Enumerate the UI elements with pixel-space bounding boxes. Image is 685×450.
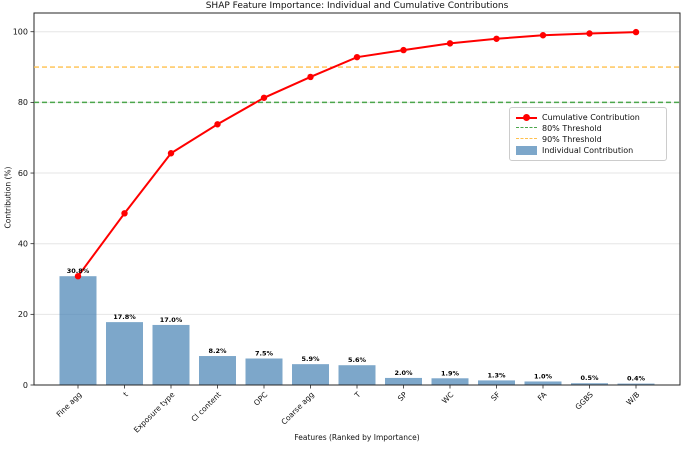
y-tick-label: 60: [18, 169, 28, 178]
x-tick-label: Coarse agg: [279, 390, 316, 427]
bar-individual-contribution: [106, 322, 143, 385]
legend-swatch-part: [516, 146, 537, 155]
y-axis-label: Contribution (%): [3, 166, 13, 229]
legend-dashed-line-icon: [516, 135, 537, 144]
legend-entry: Individual Contribution: [516, 145, 660, 156]
legend-entry: Cumulative Contribution: [516, 112, 660, 123]
bar-individual-contribution: [338, 365, 376, 385]
cumulative-marker: [167, 150, 175, 157]
cumulative-marker: [214, 121, 221, 128]
legend-entry-label: Cumulative Contribution: [542, 113, 640, 122]
legend-swatch-part: [516, 127, 537, 128]
bar-individual-contribution: [617, 383, 655, 385]
bar-individual-contribution: [245, 358, 283, 385]
chart-title: SHAP Feature Importance: Individual and …: [205, 1, 509, 11]
bar-individual-contribution: [152, 324, 190, 385]
cumulative-marker: [400, 46, 407, 54]
cumulative-marker: [307, 73, 314, 81]
cumulative-marker: [121, 210, 128, 217]
bar-individual-contribution: [199, 356, 236, 385]
legend-entry-label: Individual Contribution: [542, 146, 634, 155]
bar-value-label: 7.5%: [255, 350, 274, 358]
cumulative-marker: [586, 30, 593, 37]
bar-value-label: 17.8%: [113, 313, 136, 321]
x-tick-label: SF: [489, 390, 502, 403]
bar-value-label: 1.3%: [487, 371, 506, 379]
legend-dashed-line-icon: [516, 124, 537, 133]
x-tick-label: T: [352, 390, 363, 401]
y-tick-label: 0: [23, 381, 28, 390]
bar-value-label: 17.0%: [160, 316, 183, 324]
bar-value-label: 5.6%: [348, 356, 367, 364]
legend-patch-icon: [516, 146, 537, 155]
bar-individual-contribution: [431, 378, 469, 385]
bar-individual-contribution: [524, 381, 562, 385]
bar-value-label: 0.4%: [627, 375, 646, 383]
cumulative-marker: [353, 53, 361, 61]
bar-value-label: 8.2%: [208, 347, 227, 355]
y-tick-label: 40: [18, 239, 28, 248]
bar-individual-contribution: [59, 276, 97, 385]
bar-value-label: 1.0%: [534, 372, 553, 380]
cumulative-marker: [539, 32, 547, 39]
cumulative-marker: [74, 272, 82, 280]
cumulative-marker: [260, 94, 268, 101]
cumulative-marker: [632, 28, 640, 36]
bar-individual-contribution: [292, 364, 329, 385]
x-tick-label: SP: [396, 390, 409, 403]
y-tick-label: 80: [18, 98, 28, 107]
x-tick-label: W/B: [624, 390, 641, 407]
y-tick-label: 100: [13, 28, 28, 37]
legend-entry: 80% Threshold: [516, 123, 660, 134]
legend-entry-label: 80% Threshold: [542, 124, 602, 133]
legend-swatch-part: [523, 114, 530, 121]
x-tick-label: Exposure type: [132, 390, 177, 435]
cumulative-marker: [493, 35, 500, 42]
legend: Cumulative Contribution 80% Threshold 90% …: [509, 107, 667, 161]
y-tick-label: 20: [18, 310, 28, 319]
bar-value-label: 0.5%: [580, 374, 599, 382]
x-tick-label: WC: [440, 390, 455, 405]
x-tick-label: OPC: [252, 390, 269, 407]
legend-swatch-part: [516, 138, 537, 139]
x-axis-label: Features (Ranked by Importance): [294, 433, 420, 442]
bar-value-label: 1.9%: [441, 369, 460, 377]
cumulative-marker: [446, 40, 454, 47]
x-tick-label: Fine agg: [55, 390, 84, 419]
bar-individual-contribution: [385, 377, 422, 385]
bar-value-label: 30.8%: [67, 267, 90, 275]
x-tick-label: FA: [536, 389, 549, 402]
x-tick-label: GGBS: [573, 390, 595, 412]
x-tick-label: Cl content: [189, 390, 223, 424]
bar-individual-contribution: [571, 383, 608, 385]
legend-entry-label: 90% Threshold: [542, 135, 602, 144]
bar-individual-contribution: [478, 380, 515, 385]
legend-line-marker-icon: [516, 113, 537, 122]
legend-entry: 90% Threshold: [516, 134, 660, 145]
bar-value-label: 2.0%: [394, 369, 413, 377]
x-tick-label: t: [121, 390, 129, 398]
bar-value-label: 5.9%: [301, 355, 320, 363]
